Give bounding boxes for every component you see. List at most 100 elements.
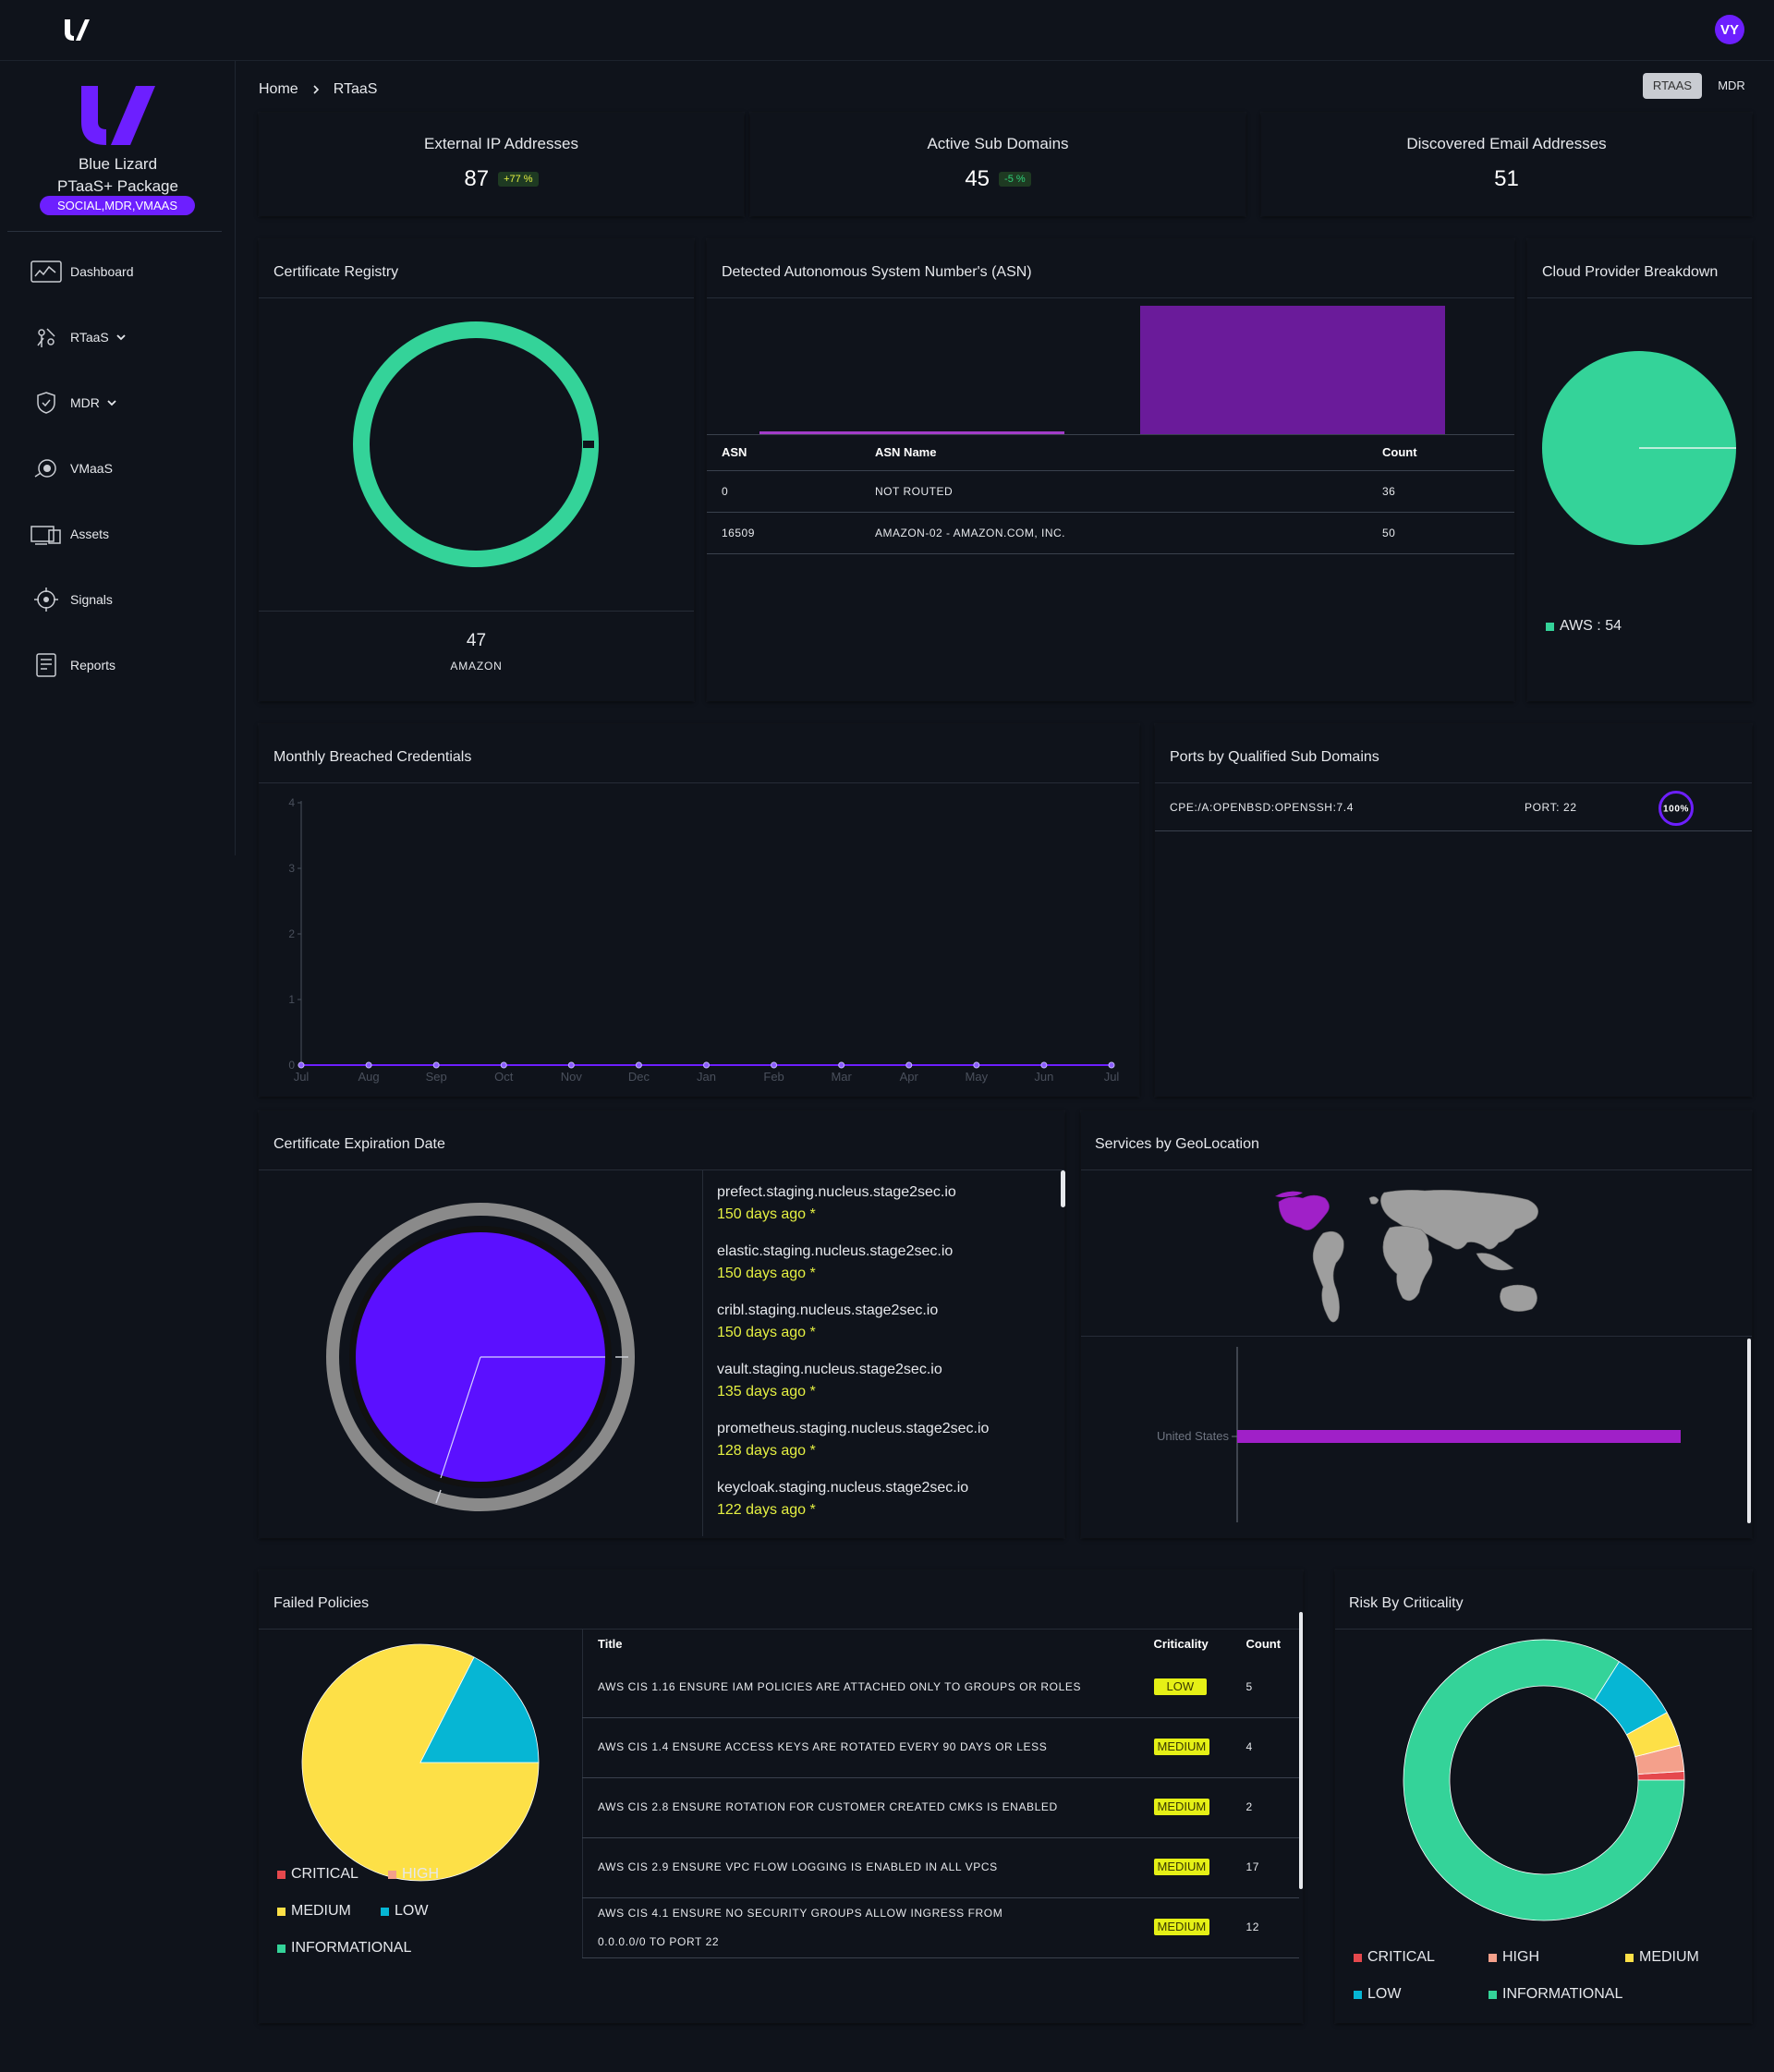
- org-name-block: Blue Lizard PTaaS+ Package: [0, 153, 236, 198]
- table-row[interactable]: 0 NOT ROUTED 36: [707, 470, 1514, 513]
- breached-credentials-card: Monthly Breached Credentials 0 1 2 3 4 Jul Aug…: [259, 724, 1139, 1097]
- data-point: [500, 1061, 507, 1069]
- sidebar-item-rtaas[interactable]: RTaaS: [28, 321, 222, 354]
- cert-expiration-pie: [326, 1203, 635, 1511]
- cert-host: elastic.staging.nucleus.stage2sec.io: [717, 1243, 954, 1259]
- mdr-view-button[interactable]: MDR: [1718, 79, 1745, 92]
- card-divider: [1527, 297, 1752, 298]
- sidebar-item-reports[interactable]: Reports: [28, 648, 222, 682]
- table-header-row: Title Criticality Count: [583, 1630, 1300, 1657]
- ports-card: Ports by Qualified Sub Domains CPE:/A:OP…: [1155, 724, 1752, 1097]
- donut-segment-medium: [1625, 1712, 1681, 1758]
- map-united-states[interactable]: [1278, 1194, 1330, 1230]
- list-item[interactable]: elastic.staging.nucleus.stage2sec.io 150…: [717, 1241, 953, 1285]
- sidebar-item-mdr[interactable]: MDR: [28, 386, 222, 419]
- card-divider: [1081, 1169, 1752, 1170]
- list-item[interactable]: vault.staging.nucleus.stage2sec.io 135 d…: [717, 1359, 942, 1403]
- column-header-title[interactable]: Title: [598, 1636, 623, 1651]
- data-point: [365, 1061, 372, 1069]
- chevron-down-icon[interactable]: [115, 331, 128, 344]
- legend-item-medium: MEDIUM: [1625, 1949, 1699, 1966]
- table-row[interactable]: 16509 AMAZON-02 - AMAZON.COM, INC. 50: [707, 512, 1514, 554]
- chevron-right-icon: [313, 85, 319, 94]
- list-item[interactable]: prefect.staging.nucleus.stage2sec.io 150…: [717, 1181, 956, 1226]
- sidebar-item-dashboard[interactable]: Dashboard: [28, 255, 222, 288]
- rtaas-view-button[interactable]: RTAAS: [1643, 73, 1702, 99]
- cert-days: 150 days ago *: [717, 1325, 816, 1340]
- sidebar-item-label: VMaaS: [70, 461, 113, 476]
- geo-scrollbar[interactable]: [1747, 1339, 1751, 1523]
- list-item[interactable]: keycloak.staging.nucleus.stage2sec.io 12…: [717, 1477, 968, 1521]
- data-point: [771, 1061, 778, 1069]
- policies-scrollbar[interactable]: [1299, 1612, 1303, 1889]
- cert-days: 150 days ago *: [717, 1266, 816, 1281]
- column-header-asn-name[interactable]: ASN Name: [860, 435, 1367, 471]
- donut-segment-informational: [1403, 1639, 1685, 1921]
- x-tick-label: Dec: [628, 1070, 650, 1084]
- table-row[interactable]: AWS CIS 2.8 ENSURE ROTATION FOR CUSTOMER…: [582, 1777, 1299, 1838]
- sidebar-item-assets[interactable]: Assets: [28, 517, 222, 551]
- geo-bar-united-states[interactable]: [1237, 1430, 1681, 1443]
- risk-donut: [1403, 1639, 1685, 1921]
- data-point: [432, 1061, 440, 1069]
- list-item[interactable]: CPE:/A:OPENBSD:OPENSSH:7.4 PORT: 22 100%: [1155, 783, 1752, 831]
- breadcrumb: Home RTaaS: [259, 81, 377, 98]
- sidebar-item-signals[interactable]: Signals: [28, 583, 222, 616]
- column-header-count[interactable]: Count: [1245, 1636, 1282, 1651]
- legend-item-low: LOW: [1354, 1986, 1401, 2003]
- kpi-label: Active Sub Domains: [927, 135, 1069, 152]
- policy-title-cell: AWS CIS 1.4 ENSURE ACCESS KEYS ARE ROTAT…: [582, 1717, 1139, 1778]
- x-tick-label: Jul: [1104, 1070, 1120, 1084]
- y-tick-label: 1: [288, 993, 295, 1006]
- chevron-down-icon[interactable]: [105, 396, 118, 409]
- legend-item-critical: CRITICAL: [1354, 1949, 1435, 1966]
- table-row[interactable]: AWS CIS 2.9 ENSURE VPC FLOW LOGGING IS E…: [582, 1837, 1299, 1898]
- legend-swatch: [1354, 1953, 1362, 1962]
- column-header-criticality[interactable]: Criticality: [1153, 1636, 1209, 1651]
- column-header-count[interactable]: Count: [1367, 435, 1514, 471]
- map-south-america: [1312, 1230, 1344, 1323]
- list-item[interactable]: cribl.staging.nucleus.stage2sec.io 150 d…: [717, 1300, 938, 1344]
- table-row[interactable]: AWS CIS 1.4 ENSURE ACCESS KEYS ARE ROTAT…: [582, 1717, 1299, 1778]
- sidebar: Blue Lizard PTaaS+ Package SOCIAL,MDR,VM…: [0, 61, 236, 855]
- app-logo-icon[interactable]: [63, 17, 91, 42]
- count-cell: 5: [1231, 1657, 1299, 1718]
- kpi-value: 87: [464, 166, 490, 191]
- legend-swatch: [1354, 1990, 1362, 1999]
- legend-swatch: [381, 1907, 389, 1916]
- count-cell: 2: [1231, 1777, 1299, 1838]
- donut-segment-amazon: [353, 321, 599, 567]
- column-header-asn[interactable]: ASN: [707, 435, 860, 471]
- table-row[interactable]: AWS CIS 1.16 ENSURE IAM POLICIES ARE ATT…: [582, 1657, 1299, 1718]
- table-row[interactable]: AWS CIS 4.1 ENSURE NO SECURITY GROUPS AL…: [582, 1897, 1299, 1958]
- legend-swatch: [1546, 622, 1554, 631]
- map-australia: [1500, 1284, 1537, 1312]
- pie-slice-low: [419, 1656, 540, 1763]
- x-tick-label: Sep: [426, 1070, 447, 1084]
- breadcrumb-home[interactable]: Home: [259, 81, 298, 97]
- world-map: [1275, 1190, 1538, 1323]
- map-southeast-asia: [1476, 1253, 1514, 1271]
- policy-title-cell: AWS CIS 2.8 ENSURE ROTATION FOR CUSTOMER…: [582, 1777, 1139, 1838]
- cert-list-scrollbar[interactable]: [1061, 1170, 1065, 1207]
- data-point: [838, 1061, 845, 1069]
- data-point: [1040, 1061, 1048, 1069]
- legend-item-medium: MEDIUM: [277, 1903, 351, 1920]
- asn-name-cell: AMAZON-02 - AMAZON.COM, INC.: [860, 512, 1367, 554]
- dashboard-icon: [28, 255, 65, 288]
- list-item[interactable]: prometheus.staging.nucleus.stage2sec.io …: [717, 1418, 989, 1462]
- donut-segment-high: [1634, 1744, 1685, 1775]
- vmaas-icon: [28, 452, 65, 485]
- registry-label: AMAZON: [450, 660, 503, 672]
- legend-swatch: [1488, 1953, 1497, 1962]
- data-point: [703, 1061, 710, 1069]
- user-avatar[interactable]: VY: [1715, 15, 1744, 44]
- sidebar-item-vmaas[interactable]: VMaaS: [28, 452, 222, 485]
- legend-item-aws: AWS : 54: [1546, 618, 1622, 635]
- x-tick-label: Jun: [1034, 1070, 1053, 1084]
- criticality-badge: MEDIUM: [1153, 1799, 1210, 1815]
- card-title: Certificate Expiration Date: [273, 1136, 445, 1152]
- legend-swatch: [277, 1907, 286, 1916]
- x-tick-label: Nov: [561, 1070, 583, 1084]
- rtaas-icon: [28, 321, 65, 354]
